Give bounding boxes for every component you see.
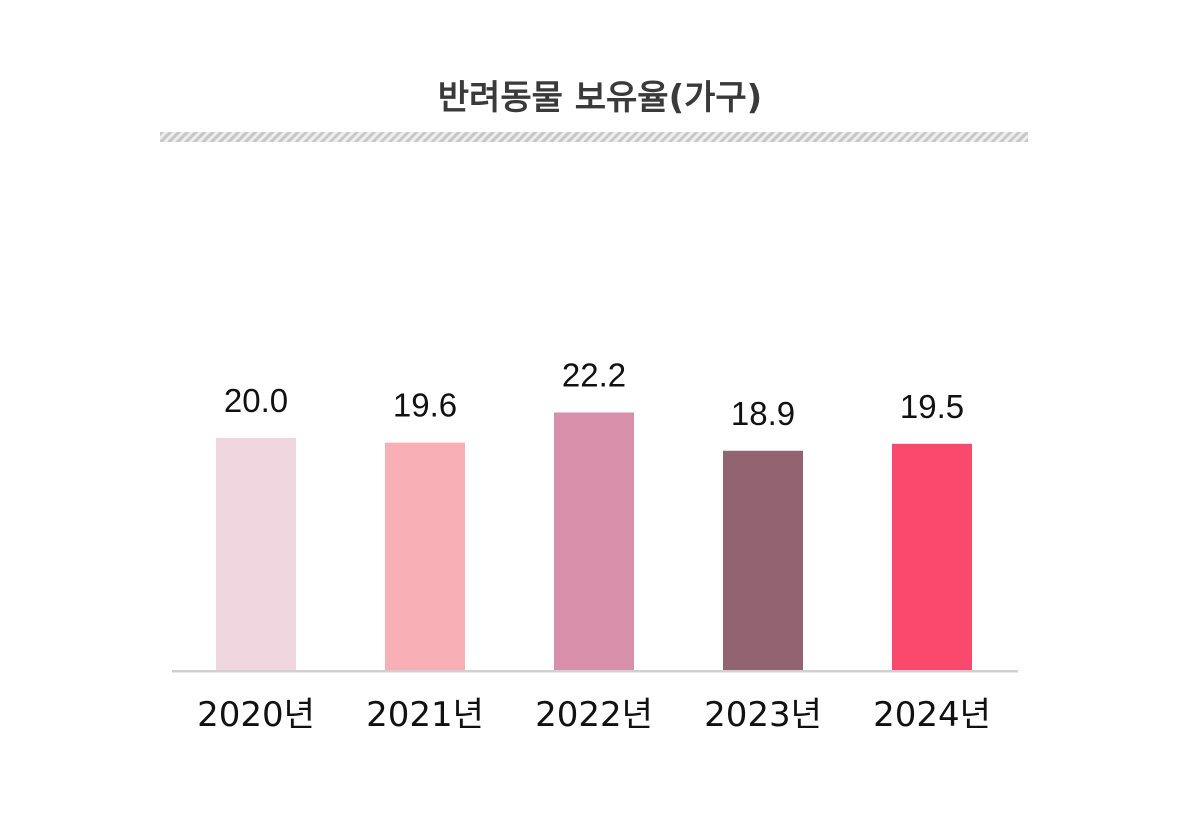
chart-title: 반려동물 보유율(가구) — [437, 78, 763, 118]
data-label: 20.0 — [224, 382, 288, 419]
bar-2022년 — [554, 412, 634, 670]
data-label: 19.6 — [393, 387, 457, 424]
data-label: 19.5 — [900, 388, 964, 425]
bar-2024년 — [892, 443, 972, 670]
bar-2020년 — [216, 438, 296, 670]
x-tick-label: 2022년 — [535, 695, 653, 735]
x-tick-label: 2021년 — [366, 695, 484, 735]
data-label: 22.2 — [562, 356, 626, 393]
x-axis-line — [172, 670, 1018, 673]
title-divider — [160, 132, 1028, 142]
x-tick-label: 2024년 — [873, 695, 991, 735]
bar-2023년 — [723, 450, 803, 670]
x-tick-label: 2023년 — [704, 695, 822, 735]
data-label: 18.9 — [731, 395, 795, 432]
x-tick-label: 2020년 — [197, 695, 315, 735]
bar-2021년 — [385, 442, 465, 670]
